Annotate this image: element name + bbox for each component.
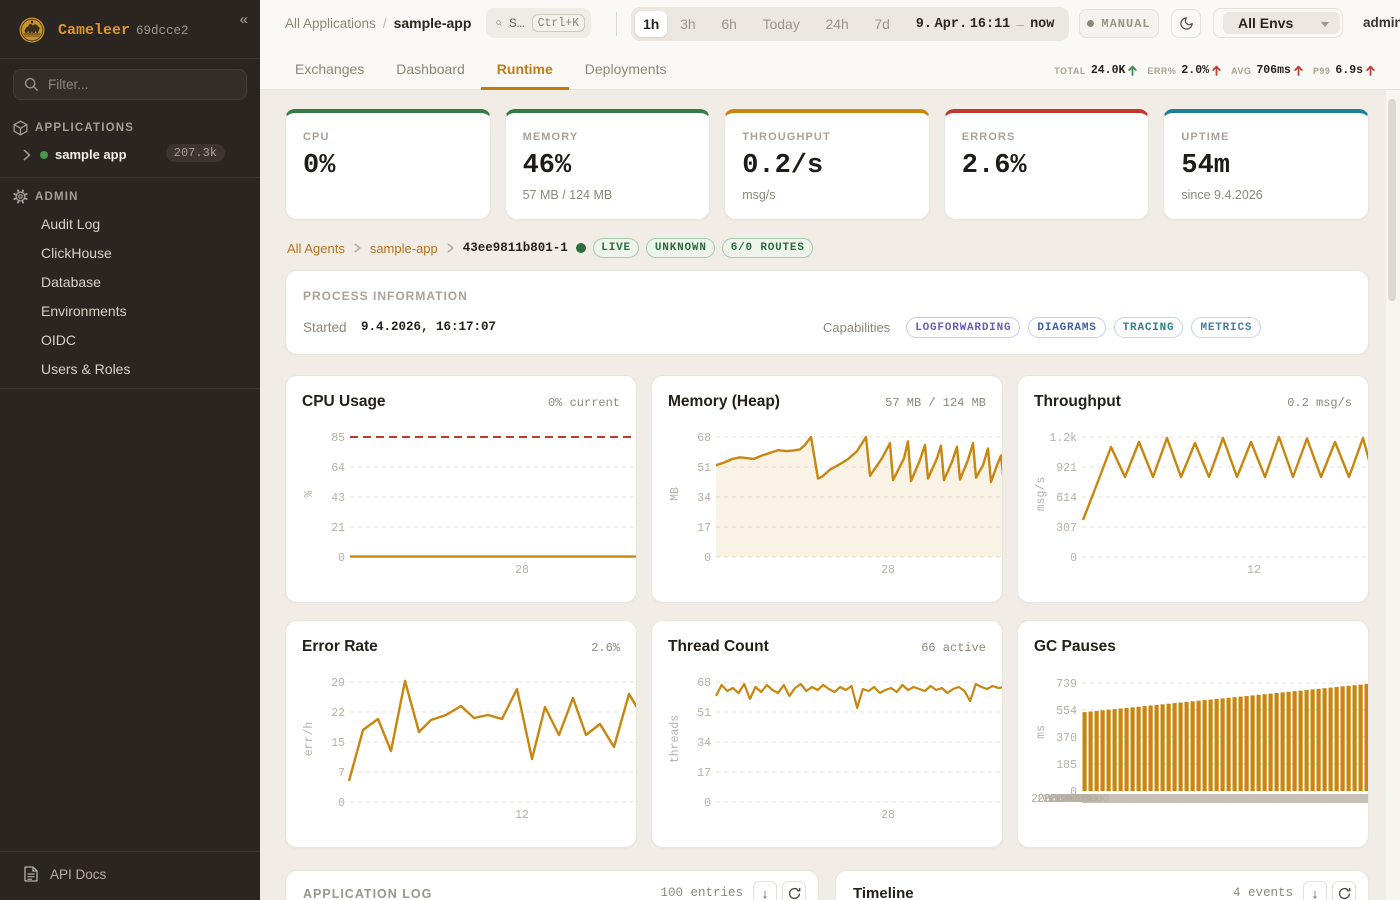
svg-text:85: 85 (331, 432, 345, 445)
svg-text:12: 12 (515, 809, 529, 822)
svg-text:739: 739 (1056, 678, 1077, 691)
svg-text:0: 0 (338, 797, 345, 810)
svg-text:307: 307 (1056, 522, 1077, 535)
svg-text:2000000: 2000000 (1061, 793, 1109, 806)
svg-text:22: 22 (331, 707, 345, 720)
svg-text:921: 921 (1056, 462, 1077, 475)
svg-text:28: 28 (881, 564, 895, 577)
svg-text:64: 64 (331, 462, 345, 475)
svg-text:34: 34 (697, 492, 711, 505)
svg-text:1.2k: 1.2k (1049, 432, 1077, 445)
svg-text:MB: MB (669, 487, 682, 501)
svg-text:2000000: 2000000 (1043, 793, 1091, 806)
svg-text:err/h: err/h (303, 722, 316, 757)
svg-text:ms: ms (1035, 725, 1048, 739)
svg-text:0: 0 (704, 552, 711, 565)
svg-text:%: % (303, 490, 316, 497)
svg-text:43: 43 (331, 492, 345, 505)
svg-text:614: 614 (1056, 492, 1077, 505)
svg-text:51: 51 (697, 707, 711, 720)
svg-text:0: 0 (1070, 786, 1077, 799)
svg-text:185: 185 (1056, 759, 1077, 772)
svg-text:2000000: 2000000 (1055, 793, 1103, 806)
svg-text:28: 28 (881, 809, 895, 822)
svg-text:370: 370 (1056, 732, 1077, 745)
svg-text:17: 17 (697, 522, 711, 535)
svg-text:15: 15 (331, 737, 345, 750)
svg-text:28: 28 (515, 564, 529, 577)
svg-text:554: 554 (1056, 705, 1077, 718)
svg-text:51: 51 (697, 462, 711, 475)
svg-text:34: 34 (697, 737, 711, 750)
svg-text:threads: threads (669, 715, 682, 763)
svg-text:2000000: 2000000 (1037, 793, 1085, 806)
svg-text:0: 0 (1070, 552, 1077, 565)
svg-text:21: 21 (331, 522, 345, 535)
svg-text:68: 68 (697, 677, 711, 690)
svg-text:msg/s: msg/s (1035, 477, 1048, 512)
svg-text:0: 0 (704, 797, 711, 810)
svg-text:2000000: 2000000 (1049, 793, 1097, 806)
svg-text:17: 17 (697, 767, 711, 780)
svg-text:0: 0 (338, 552, 345, 565)
svg-text:12: 12 (1247, 564, 1261, 577)
svg-text:68: 68 (697, 432, 711, 445)
svg-text:2000000: 2000000 (1031, 793, 1079, 806)
svg-text:7: 7 (338, 767, 345, 780)
svg-text:29: 29 (331, 677, 345, 690)
